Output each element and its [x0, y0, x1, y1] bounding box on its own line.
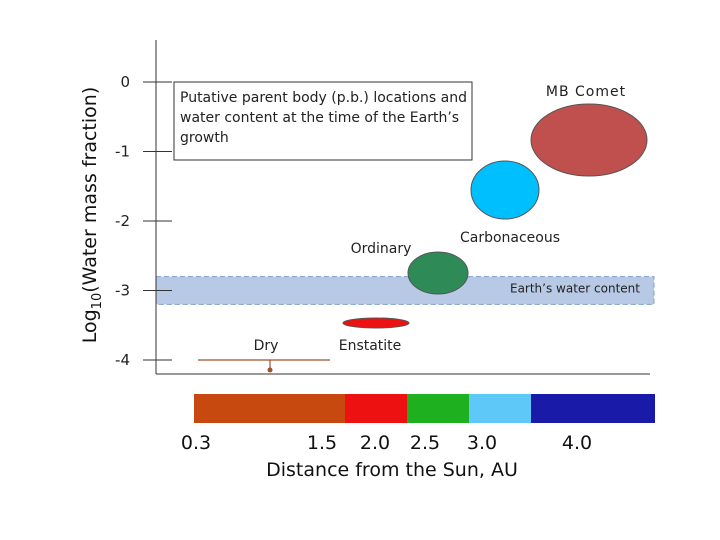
body-enstatite: [342, 317, 410, 329]
body-dry-label: Dry: [254, 338, 279, 354]
body-ordinary-label: Ordinary: [351, 241, 412, 257]
y-tick-label: -3: [115, 282, 130, 300]
annotation-text: Putative parent body (p.b.) locations an…: [180, 90, 467, 146]
x-tick-label: 2.0: [360, 432, 390, 454]
annotation-box: [173, 81, 473, 161]
color-bar-segment: [194, 394, 345, 423]
y-tick-label: -2: [115, 212, 130, 230]
color-bar-segment: [407, 394, 469, 423]
y-tick-label: -1: [115, 143, 130, 161]
x-tick-label: 1.5: [307, 432, 337, 454]
x-tick-label: 4.0: [562, 432, 592, 454]
body-mb-comet-label: MB Comet: [546, 84, 626, 100]
earth-water-band-label: Earth’s water content: [510, 282, 640, 296]
earth-water-band: [155, 276, 655, 305]
y-tick-label: -4: [115, 351, 130, 369]
x-tick-label: 0.3: [181, 432, 211, 454]
x-tick-label: 2.5: [410, 432, 440, 454]
body-enstatite-label: Enstatite: [339, 338, 402, 354]
y-tick-label: 0: [120, 73, 130, 91]
body-mb-comet: [530, 103, 648, 177]
color-bar-segment: [531, 394, 655, 423]
body-dry-marker: [267, 367, 273, 373]
x-axis-label: Distance from the Sun, AU: [266, 459, 518, 481]
body-ordinary: [407, 251, 469, 295]
x-tick-label: 3.0: [467, 432, 497, 454]
color-bar-segment: [345, 394, 407, 423]
y-axis-label: Log10(Water mass fraction): [79, 87, 105, 344]
body-carbonaceous-label: Carbonaceous: [460, 230, 560, 246]
body-carbonaceous: [470, 160, 540, 220]
color-bar-segment: [469, 394, 531, 423]
